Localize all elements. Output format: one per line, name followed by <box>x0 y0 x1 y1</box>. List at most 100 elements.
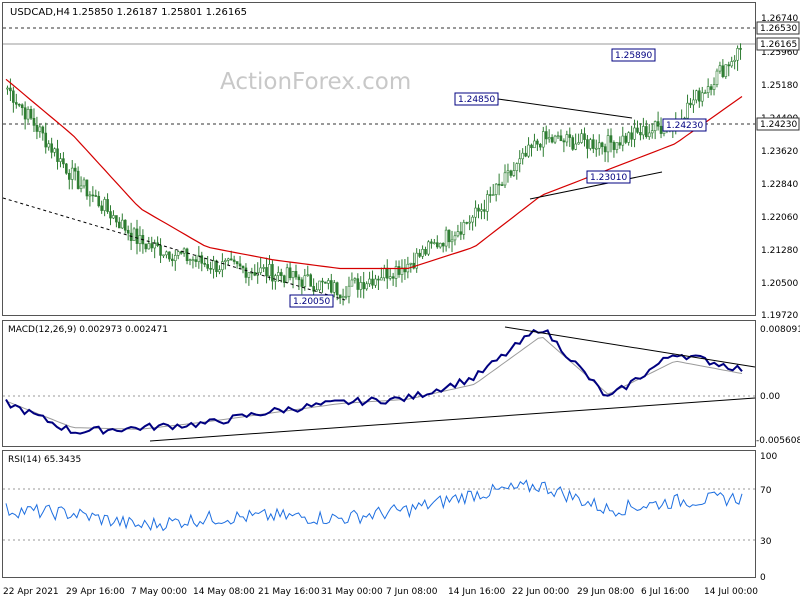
candle-body <box>621 135 625 146</box>
candle-body <box>76 170 80 189</box>
candle-body <box>206 264 209 269</box>
candle-body <box>362 282 365 290</box>
candle-body <box>639 132 642 136</box>
rsi-panel-frame <box>2 450 756 578</box>
candle-body <box>56 148 59 162</box>
candle-body <box>347 285 351 297</box>
candle-body <box>597 142 601 149</box>
candle-body <box>118 221 121 229</box>
candle-body <box>38 126 42 132</box>
candle-body <box>244 267 248 278</box>
candle-body <box>500 184 504 186</box>
candle-body <box>6 87 9 90</box>
candle-body <box>97 195 101 207</box>
x-tick: 7 May 00:00 <box>131 587 187 597</box>
annotation-1-24850: 1.24850 <box>454 92 499 106</box>
candle-body <box>583 133 586 140</box>
candle-body <box>132 228 136 241</box>
current-price-tag: 1.26165 <box>760 40 797 50</box>
candle-body <box>586 139 589 149</box>
candle-body <box>50 143 53 153</box>
candle-body <box>353 278 357 281</box>
candle-body <box>647 132 651 138</box>
triangle-upper-trendline <box>497 98 633 119</box>
candle-body <box>468 221 471 224</box>
candle-body <box>330 280 333 293</box>
candle-body <box>226 258 230 261</box>
annotation-1-24230: 1.24230 <box>662 118 707 132</box>
candle-body <box>562 140 566 143</box>
candle-body <box>279 272 283 277</box>
price-header-symbol: USDCAD,H4 <box>10 7 70 18</box>
candle-body <box>712 84 716 90</box>
annotation-label: 1.24850 <box>458 95 495 105</box>
macd-panel-frame <box>2 320 756 447</box>
candle-body <box>456 231 460 237</box>
candle-body <box>112 215 115 219</box>
candle-body <box>515 163 519 171</box>
candle-body <box>150 243 154 249</box>
annotation-1-23010: 1.23010 <box>586 170 631 184</box>
price-tick: 1.23620 <box>761 147 798 157</box>
candle-body <box>341 296 345 299</box>
x-tick: 22 Jun 00:00 <box>512 587 569 597</box>
candle-body <box>312 286 315 292</box>
candle-body <box>471 216 474 223</box>
candle-body <box>282 275 286 283</box>
price-tick: 1.20500 <box>761 279 798 289</box>
candle-body <box>721 65 725 77</box>
candle-body <box>447 229 451 243</box>
candle-body <box>474 207 477 218</box>
candle-body <box>70 167 74 180</box>
price-tick: 1.26740 <box>761 14 798 24</box>
candle-body <box>559 135 563 142</box>
level-tag-upper-box <box>756 21 800 35</box>
candle-body <box>377 278 380 281</box>
candle-body <box>656 121 660 127</box>
macd-tick: 0.008091 <box>760 325 800 335</box>
candle-body <box>718 65 722 72</box>
x-axis: 22 Apr 2021 29 Apr 16:00 7 May 00:00 14 … <box>3 587 758 597</box>
candle-body <box>480 209 483 212</box>
candle-body <box>188 259 192 261</box>
candle-body <box>430 241 433 244</box>
candle-body <box>344 295 348 298</box>
candle-body <box>706 86 710 93</box>
candle-body <box>698 90 701 102</box>
candle-body <box>288 267 292 279</box>
candle-body <box>291 271 295 279</box>
candle-body <box>359 282 363 290</box>
candle-body <box>695 90 698 101</box>
triangle-lower-trendline <box>529 171 663 200</box>
candle-body <box>15 102 18 105</box>
candle-body <box>497 183 501 186</box>
candle-body <box>486 194 489 212</box>
candle-body <box>321 280 324 283</box>
price-tick: 1.22060 <box>761 213 798 223</box>
candle-body <box>35 125 39 132</box>
candle-body <box>182 248 186 254</box>
x-tick: 14 Jun 16:00 <box>448 587 505 597</box>
candle-body <box>565 134 569 143</box>
candle-body <box>506 170 510 174</box>
candle-body <box>536 140 539 145</box>
level-tag-lower: 1.24230 <box>760 120 797 130</box>
candle-body <box>606 135 610 153</box>
candle-body <box>494 183 498 195</box>
candle-body <box>120 219 124 229</box>
candle-body <box>415 252 418 269</box>
candle-body <box>491 194 495 196</box>
macd-lower-trendline <box>149 397 756 442</box>
level-tag-lower-box <box>756 117 800 131</box>
candle-body <box>421 249 424 257</box>
candle-body <box>577 142 580 145</box>
candle-body <box>335 282 339 296</box>
candle-body <box>388 276 392 279</box>
candle-body <box>397 266 401 275</box>
candle-body <box>627 132 630 143</box>
x-tick: 21 May 16:00 <box>258 587 320 597</box>
price-header-ohlc: 1.25850 1.26187 1.25801 1.26165 <box>72 7 247 18</box>
candle-body <box>238 263 242 267</box>
candle-body <box>533 140 536 149</box>
